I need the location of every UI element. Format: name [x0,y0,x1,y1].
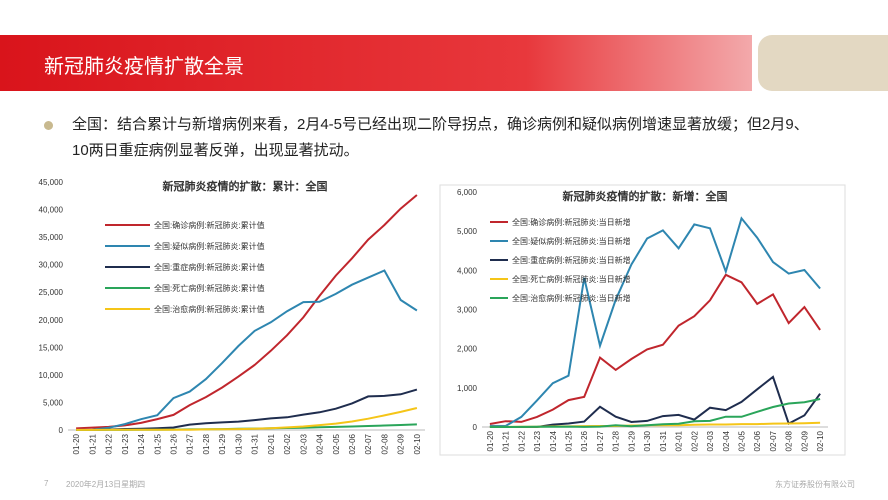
chart-frame [439,184,846,456]
x-tick-label: 02-03 [299,433,308,454]
x-tick-label: 01-20 [72,433,81,454]
y-tick-label: 20,000 [39,316,64,325]
x-tick-label: 01-24 [549,430,558,451]
footer-date: 2020年2月13日星期四 [66,480,146,489]
series-line [489,273,821,425]
legend-label: 全国:治愈病例:新冠肺炎:累计值 [154,304,265,314]
x-tick-label: 01-28 [202,433,211,454]
series-line [76,194,418,430]
x-tick-label: 02-06 [753,430,762,451]
x-tick-label: 01-21 [88,433,97,454]
y-tick-label: 6,000 [457,188,478,197]
legend-label: 全国:疑似病例:新冠肺炎:累计值 [154,241,265,251]
y-tick-label: 5,000 [457,227,478,236]
legend-label: 全国:确诊病例:新冠肺炎:累计值 [154,220,265,230]
x-tick-label: 02-05 [738,430,747,451]
banner-accent [758,35,888,91]
y-tick-label: 40,000 [39,206,64,215]
x-tick-label: 01-31 [659,430,668,451]
x-tick-label: 02-10 [413,433,422,454]
x-tick-label: 01-25 [153,433,162,454]
y-tick-label: 3,000 [457,306,478,315]
legend-label: 全国:疑似病例:新冠肺炎:当日新增 [512,236,631,246]
x-tick-label: 02-10 [816,430,825,451]
x-tick-label: 01-26 [169,433,178,454]
x-tick-label: 02-09 [397,433,406,454]
x-tick-label: 01-28 [612,430,621,451]
chart-title: 新冠肺炎疫情的扩散：新增：全国 [563,189,728,203]
x-tick-label: 02-02 [690,430,699,451]
x-tick-label: 01-22 [105,433,114,454]
series-line [76,269,418,431]
x-tick-label: 01-26 [580,430,589,451]
y-tick-label: 0 [59,426,64,435]
bullet-text: 全国：结合累计与新增病例来看，2月4-5号已经出现二阶导拐点，确诊病例和疑似病例… [72,116,809,159]
series-line [76,407,418,431]
legend-label: 全国:重症病例:新冠肺炎:累计值 [154,262,265,272]
bullet-dot [44,121,53,130]
legend-label: 全国:死亡病例:新冠肺炎:累计值 [154,283,265,293]
x-tick-label: 02-07 [769,430,778,451]
x-tick-label: 02-05 [332,433,341,454]
y-tick-label: 5,000 [43,398,64,407]
y-tick-label: 4,000 [457,266,478,275]
footer-company: 东方证券股份有限公司 [775,480,855,489]
banner [0,35,752,91]
y-tick-label: 1,000 [457,384,478,393]
series-line [489,216,821,428]
legend-label: 全国:死亡病例:新冠肺炎:当日新增 [512,274,631,284]
slide-title: 新冠肺炎疫情扩散全景 [44,56,244,78]
chart-title: 新冠肺炎疫情的扩散：累计：全国 [163,179,328,193]
x-tick-label: 01-31 [251,433,260,454]
x-tick-label: 02-07 [364,433,373,454]
x-tick-label: 01-22 [517,430,526,451]
x-tick-label: 01-23 [121,433,130,454]
legend-label: 全国:治愈病例:新冠肺炎:当日新增 [512,293,631,303]
x-tick-label: 01-30 [643,430,652,451]
x-tick-label: 01-25 [565,430,574,451]
x-tick-label: 01-29 [627,430,636,451]
y-tick-label: 10,000 [39,371,64,380]
y-tick-label: 35,000 [39,233,64,242]
x-tick-label: 01-27 [596,430,605,451]
legend-label: 全国:重症病例:新冠肺炎:当日新增 [512,255,631,265]
x-tick-label: 01-27 [186,433,195,454]
x-tick-label: 02-02 [283,433,292,454]
x-tick-label: 01-24 [137,433,146,454]
x-tick-label: 01-29 [218,433,227,454]
x-tick-label: 01-23 [533,430,542,451]
y-tick-label: 0 [473,423,478,432]
x-tick-label: 02-08 [785,430,794,451]
y-tick-label: 45,000 [39,178,64,187]
x-tick-label: 02-01 [675,430,684,451]
x-tick-label: 02-04 [316,433,325,454]
x-tick-label: 02-08 [380,433,389,454]
x-tick-label: 01-20 [486,430,495,451]
series-line [489,375,821,428]
legend-label: 全国:确诊病例:新冠肺炎:当日新增 [512,217,631,227]
x-tick-label: 02-03 [706,430,715,451]
x-tick-label: 01-21 [502,430,511,451]
x-tick-label: 02-06 [348,433,357,454]
x-tick-label: 01-30 [234,433,243,454]
series-line [489,398,821,428]
y-tick-label: 15,000 [39,343,64,352]
x-tick-label: 02-01 [267,433,276,454]
x-tick-label: 02-09 [800,430,809,451]
y-tick-label: 30,000 [39,261,64,270]
page-number: 7 [44,479,49,488]
x-tick-label: 02-04 [722,430,731,451]
y-tick-label: 25,000 [39,288,64,297]
y-tick-label: 2,000 [457,345,478,354]
